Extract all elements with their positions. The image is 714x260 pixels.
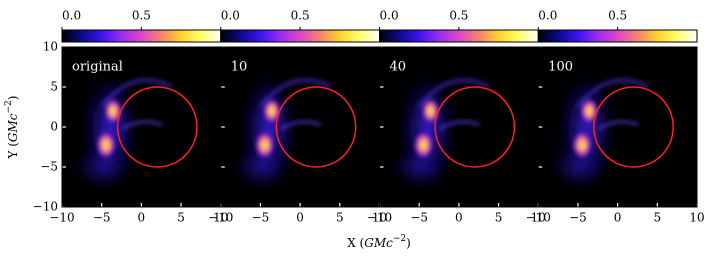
x-tick-label: −10 (49, 211, 74, 225)
colorbar-tick-label: 0.0 (538, 9, 557, 23)
colorbar-tick-label: 0.5 (291, 9, 310, 23)
colorbar-tick-label: 0.5 (608, 9, 627, 23)
panel-label: original (72, 60, 123, 75)
x-tick-label: 5 (336, 211, 344, 225)
y-tick-label: 0 (50, 120, 58, 134)
x-tick-label: 10 (372, 211, 387, 225)
circle-overlay (116, 86, 198, 168)
colorbar-tick-label: 0.5 (132, 9, 151, 23)
x-tick-label: 10 (689, 211, 704, 225)
circle-overlay (434, 86, 516, 168)
x-tick-label: 5 (495, 211, 503, 225)
y-tick-label: 5 (50, 80, 58, 94)
y-tick-label: 10 (43, 40, 58, 54)
x-tick-label: 0 (614, 211, 622, 225)
panel-label: 100 (548, 60, 573, 75)
colorbar (61, 29, 222, 43)
colorbar (220, 29, 380, 43)
x-tick-label: −10 (367, 211, 392, 225)
circle-overlay (593, 86, 674, 168)
x-tick-label: −5 (410, 211, 428, 225)
circle-overlay (275, 86, 357, 168)
colorbar-tick-label: 0.0 (221, 9, 240, 23)
x-tick-label: 5 (653, 211, 661, 225)
x-axis-label: X (GMc−2) (347, 234, 411, 250)
y-axis-label: Y (GMc−2) (4, 96, 20, 160)
x-tick-label: −10 (526, 211, 551, 225)
x-tick-label: 0 (296, 211, 304, 225)
x-tick-label: 0 (455, 211, 463, 225)
x-tick-label: −5 (93, 211, 111, 225)
colorbar-tick-label: 0.0 (380, 9, 399, 23)
x-tick-label: −10 (208, 211, 233, 225)
panel-label: 10 (231, 60, 248, 75)
colorbar (379, 29, 539, 43)
x-tick-label: 5 (177, 211, 185, 225)
x-tick-label: 0 (138, 211, 146, 225)
colorbar (537, 29, 698, 43)
colorbar-tick-label: 0.0 (62, 9, 81, 23)
y-tick-label: −5 (40, 160, 58, 174)
panel-label: 40 (390, 60, 407, 75)
x-tick-label: 10 (531, 211, 546, 225)
y-tick-label: −10 (33, 200, 58, 214)
x-tick-label: −5 (252, 211, 270, 225)
colorbar-tick-label: 0.5 (449, 9, 468, 23)
x-tick-label: 10 (213, 211, 228, 225)
x-tick-label: −5 (569, 211, 587, 225)
panel-frame (537, 46, 698, 208)
